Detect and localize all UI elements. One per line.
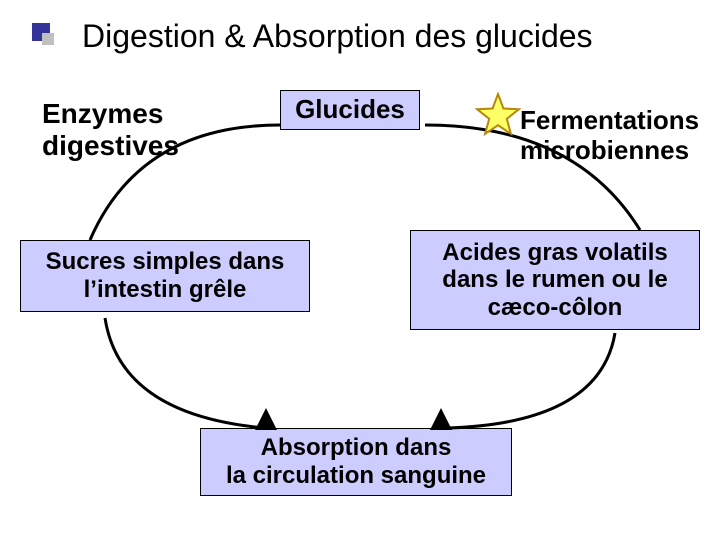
- box-glucides: Glucides: [280, 90, 420, 130]
- star-icon: [474, 92, 522, 140]
- slide: { "title": { "text": "Digestion & Absorp…: [0, 0, 720, 540]
- label-enzymes-line2: digestives: [42, 130, 179, 161]
- arrowhead-right-icon: [430, 408, 452, 430]
- title-bullet-icon: [32, 23, 60, 51]
- slide-title: Digestion & Absorption des glucides: [82, 18, 593, 55]
- label-enzymes-line1: Enzymes: [42, 98, 163, 129]
- title-row: Digestion & Absorption des glucides: [32, 18, 593, 55]
- label-enzymes: Enzymes digestives: [42, 98, 179, 162]
- box-sucres-line2: l’intestin grêle: [84, 276, 247, 303]
- box-glucides-text: Glucides: [295, 95, 405, 125]
- curve-bottom-right: [440, 328, 620, 436]
- box-acides-line1: Acides gras volatils: [442, 239, 667, 266]
- box-absorption: Absorption dans la circulation sanguine: [200, 428, 512, 496]
- box-acides: Acides gras volatils dans le rumen ou le…: [410, 230, 700, 330]
- arrowhead-left-icon: [255, 408, 277, 430]
- box-absorption-line2: la circulation sanguine: [226, 462, 486, 489]
- curve-bottom-left: [100, 310, 270, 435]
- label-fermentations-line1: Fermentations: [520, 105, 699, 135]
- box-sucres: Sucres simples dans l’intestin grêle: [20, 240, 310, 312]
- label-fermentations-line2: microbiennes: [520, 135, 689, 165]
- box-sucres-line1: Sucres simples dans: [46, 248, 285, 275]
- box-acides-line2: dans le rumen ou le: [442, 266, 667, 293]
- box-absorption-line1: Absorption dans: [261, 434, 452, 461]
- label-fermentations: Fermentations microbiennes: [520, 106, 699, 166]
- box-acides-line3: cæco-côlon: [488, 294, 623, 321]
